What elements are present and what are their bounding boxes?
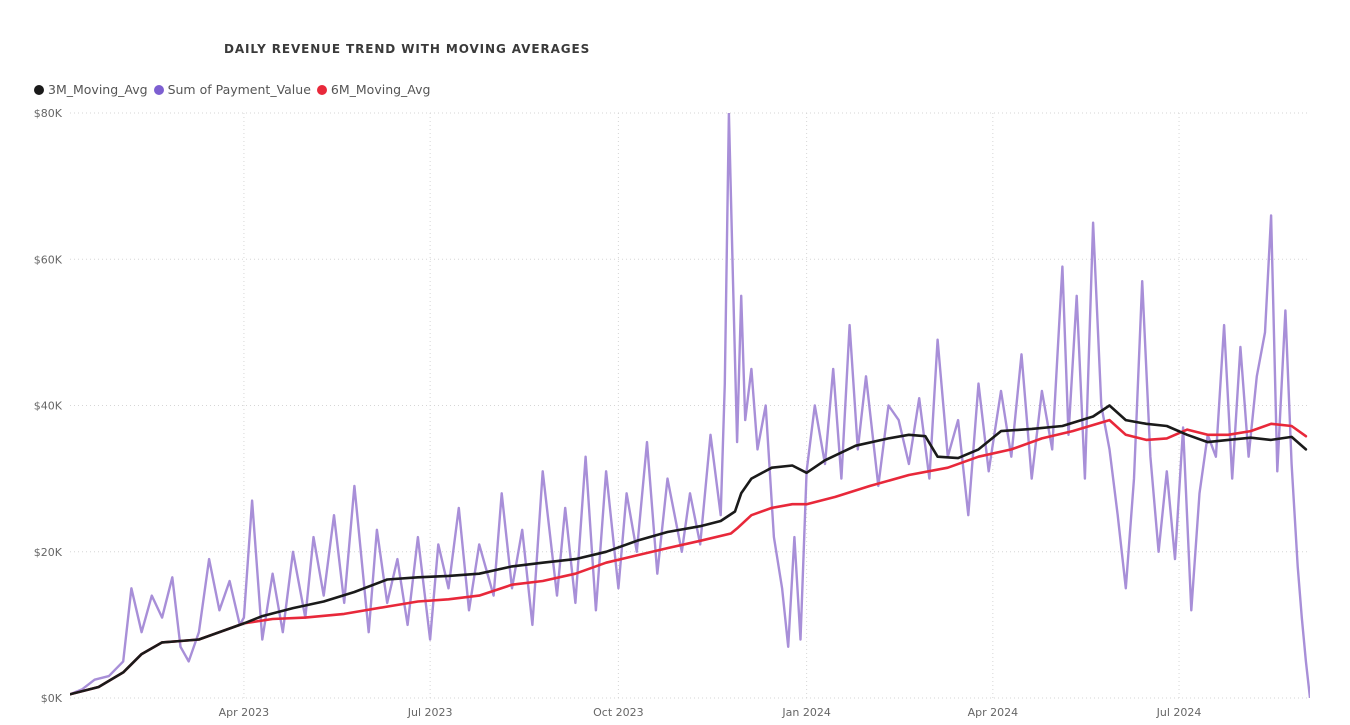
legend-marker-6m [316, 84, 327, 95]
legend-item-3m[interactable]: 3M_Moving_Avg [34, 82, 148, 97]
x-tick-label: Jul 2024 [1156, 706, 1202, 719]
x-tick-label: Jul 2023 [407, 706, 453, 719]
legend-label-3m: 3M_Moving_Avg [48, 82, 148, 97]
legend-label-6m: 6M_Moving_Avg [330, 82, 431, 97]
legend-label-payment: Sum of Payment_Value [167, 82, 311, 97]
y-tick-label: $0K [41, 692, 63, 705]
y-tick-label: $60K [34, 253, 63, 266]
x-tick-label: Apr 2023 [219, 706, 270, 719]
legend-item-payment[interactable]: Sum of Payment_Value [153, 82, 311, 97]
x-tick-label: Jan 2024 [781, 706, 830, 719]
x-tick-label: Apr 2024 [968, 706, 1019, 719]
legend-marker-payment [153, 84, 164, 95]
chart-title: DAILY REVENUE TREND WITH MOVING AVERAGES [224, 42, 591, 56]
chart-legend: 3M_Moving_Avg Sum of Payment_Value 6M_Mo… [34, 82, 436, 97]
y-tick-label: $40K [34, 400, 63, 413]
series-line-3m-moving-avg[interactable] [70, 404, 1308, 696]
y-tick-label: $20K [34, 546, 63, 559]
x-tick-label: Oct 2023 [593, 706, 644, 719]
legend-item-6m[interactable]: 6M_Moving_Avg [316, 82, 431, 97]
y-tick-label: $80K [34, 107, 63, 120]
legend-marker-3m [34, 84, 44, 95]
